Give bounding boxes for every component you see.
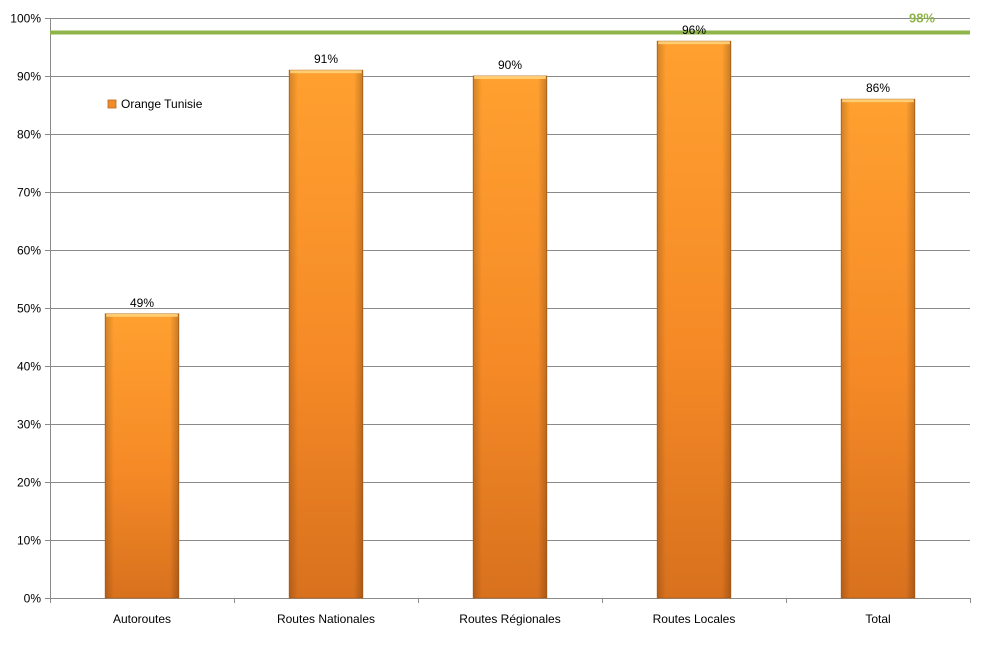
data-label: 90%: [498, 58, 522, 72]
bar-shading: [841, 99, 915, 598]
y-tick-label: 50%: [17, 302, 41, 316]
y-tick-label: 70%: [17, 186, 41, 200]
data-label: 86%: [866, 81, 890, 95]
labels: 0% 10% 20% 30% 40% 50% 60% 70% 80% 90% 100% 49% Auto…: [10, 12, 890, 627]
y-tick-label: 60%: [17, 244, 41, 258]
bar-highlight: [842, 99, 914, 103]
y-tick-label: 10%: [17, 534, 41, 548]
legend-label: Orange Tunisie: [121, 97, 203, 111]
bar-highlight: [474, 76, 546, 79]
y-tick-label: 80%: [17, 128, 41, 142]
reference-line-label: 98%: [909, 11, 935, 26]
bar-highlight: [106, 313, 178, 317]
legend: Orange Tunisie: [107, 97, 203, 111]
bar-highlight: [658, 41, 730, 45]
data-label: 49%: [130, 296, 154, 310]
category-label: Total: [865, 612, 890, 626]
bar-shading: [657, 41, 731, 598]
bar-highlight: [290, 70, 362, 74]
y-tick-label: 30%: [17, 418, 41, 432]
y-tick-label: 40%: [17, 360, 41, 374]
bar-shading: [473, 76, 547, 598]
y-tick-label: 0%: [24, 592, 42, 606]
category-label: Routes Locales: [653, 612, 736, 626]
y-tick-label: 20%: [17, 476, 41, 490]
axes: [45, 18, 971, 603]
category-label: Routes Régionales: [459, 612, 560, 626]
category-label: Autoroutes: [113, 612, 171, 626]
y-tick-label: 90%: [17, 70, 41, 84]
legend-swatch: [107, 99, 117, 109]
bar-shading: [289, 70, 363, 598]
data-label: 91%: [314, 52, 338, 66]
bar-shading: [105, 313, 179, 598]
category-label: Routes Nationales: [277, 612, 375, 626]
reference-line-group: 98%: [50, 11, 970, 35]
y-tick-label: 100%: [10, 12, 41, 26]
data-label: 96%: [682, 23, 706, 37]
bars: [104, 40, 916, 599]
